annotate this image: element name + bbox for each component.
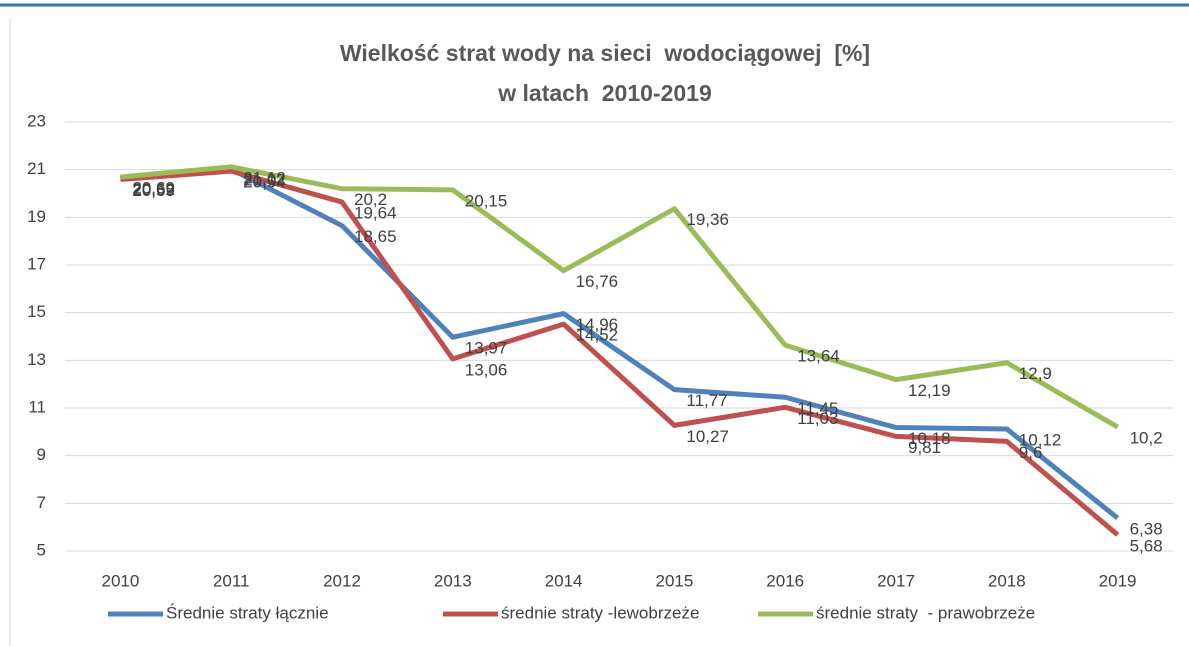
- data-label: 9,81: [908, 438, 941, 457]
- x-tick-label: 2010: [101, 571, 139, 590]
- x-tick-label: 2011: [213, 571, 250, 590]
- data-label: 10,27: [686, 427, 729, 446]
- data-label: 12,9: [1019, 364, 1052, 383]
- y-tick-label: 15: [27, 302, 46, 321]
- legend-label: Średnie straty łącznie: [166, 603, 329, 622]
- series-line: [120, 164, 1119, 430]
- data-label: 5,68: [1130, 536, 1163, 555]
- y-tick-label: 7: [37, 493, 46, 512]
- data-label: 16,76: [576, 272, 619, 291]
- y-tick-label: 9: [37, 445, 46, 464]
- data-label: 20,59: [132, 181, 175, 200]
- data-label: 11,03: [797, 409, 838, 428]
- y-tick-label: 17: [27, 254, 46, 273]
- data-label: 12,19: [908, 381, 951, 400]
- data-label: 20,94: [243, 173, 286, 192]
- data-label: 14,52: [576, 326, 619, 345]
- x-tick-label: 2015: [655, 571, 693, 590]
- data-label: 10,12: [1019, 430, 1062, 449]
- y-tick-label: 11: [28, 397, 46, 416]
- data-label: 13,64: [797, 347, 840, 366]
- x-tick-label: 2017: [877, 571, 915, 590]
- data-label: 19,36: [686, 210, 729, 229]
- data-label: 20,62: [132, 180, 175, 199]
- x-tick-label: 2016: [766, 571, 804, 590]
- data-label: 11,45: [797, 399, 838, 418]
- data-label: 11,77: [686, 391, 727, 410]
- data-label: 13,06: [465, 360, 508, 379]
- data-label: 21,12: [243, 168, 286, 187]
- data-label: 10,2: [1130, 429, 1163, 448]
- data-label: 13,97: [465, 339, 508, 358]
- x-tick-label: 2014: [545, 571, 583, 590]
- data-label: 6,38: [1130, 520, 1163, 539]
- series-line: [120, 168, 1120, 537]
- x-tick-label: 2013: [434, 571, 472, 590]
- legend-label: średnie straty -lewobrzeże: [501, 603, 699, 622]
- y-tick-label: 21: [27, 159, 46, 178]
- data-label: 10,18: [908, 429, 951, 448]
- data-label: 20,69: [132, 179, 175, 198]
- y-tick-label: 13: [27, 350, 46, 369]
- x-tick-label: 2019: [1099, 571, 1137, 590]
- data-label: 14,96: [576, 315, 619, 334]
- y-tick-label: 23: [27, 111, 46, 130]
- y-tick-label: 5: [37, 540, 46, 559]
- chart-title: Wielkość strat wody na sieci wodociągowe…: [340, 40, 870, 66]
- data-label: 19,64: [354, 204, 397, 223]
- x-tick-label: 2018: [988, 571, 1026, 590]
- y-tick-label: 19: [27, 207, 46, 226]
- data-label: 21,02: [243, 171, 286, 190]
- data-label: 20,15: [465, 191, 508, 210]
- x-tick-label: 2012: [323, 571, 361, 590]
- data-label: 9,6: [1019, 443, 1043, 462]
- data-label: 20,2: [354, 190, 387, 209]
- data-label: 18,65: [354, 227, 397, 246]
- legend-label: średnie straty - prawobrzeże: [816, 603, 1035, 622]
- series-line: [120, 166, 1120, 521]
- chart-title: w latach 2010-2019: [497, 80, 712, 106]
